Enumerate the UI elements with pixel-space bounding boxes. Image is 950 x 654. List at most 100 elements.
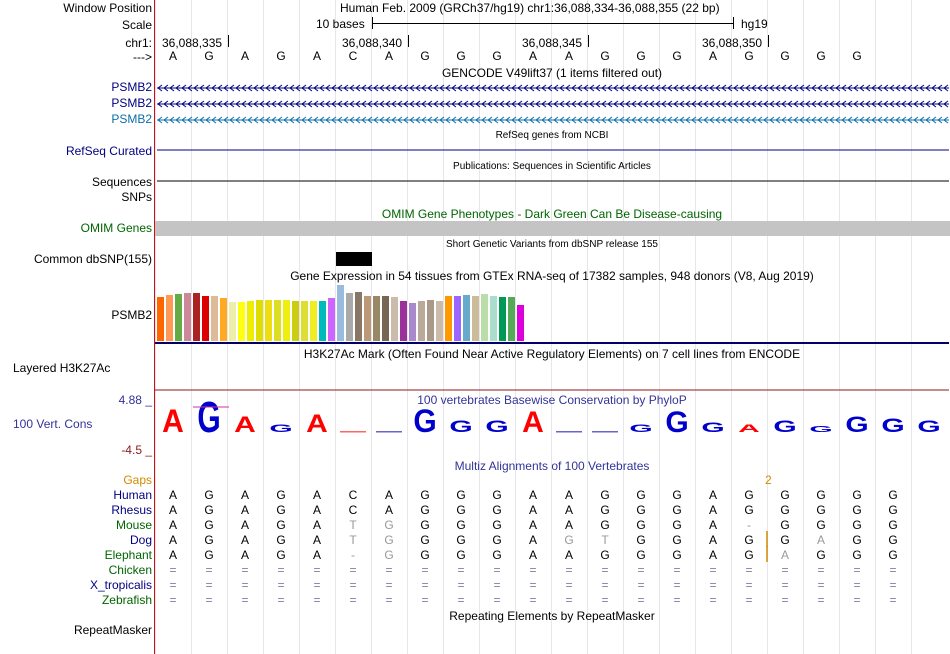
gene-strand-arrow [439,84,445,92]
gene-strand-arrow [667,116,673,124]
species-label[interactable]: Chicken [108,563,152,577]
gene-strand-arrow [325,84,331,92]
alignment-base: A [564,548,573,562]
gene-strand-arrow [619,116,625,124]
omim-label[interactable]: OMIM Genes [80,221,152,235]
conservation-letter: G [269,422,292,434]
gtex-tissue-bar [472,296,479,341]
gene-strand-arrow [541,100,547,108]
alignment-base: G [636,548,646,562]
alignment-base: = [205,563,213,577]
alignment-base: T [349,533,357,547]
species-label[interactable]: Elephant [104,548,152,562]
alignment-base: G [852,488,862,502]
publications-label[interactable]: Sequences [91,175,152,189]
gencode-label-2[interactable]: PSMB2 [111,96,152,110]
gene-strand-arrow [451,100,457,108]
gene-strand-arrow [937,100,943,108]
gene-strand-arrow [577,100,583,108]
gridline [839,0,840,654]
alignment-base: G [492,533,502,547]
conservation-letter: A [738,422,760,434]
gene-strand-arrow [409,116,415,124]
gtex-label[interactable]: PSMB2 [111,308,152,322]
alignment-base: A [240,503,249,517]
species-label[interactable]: Mouse [115,518,152,532]
alignment-base: = [241,578,249,592]
gene-strand-arrow [637,116,643,124]
gene-strand-arrow [715,84,721,92]
conservation-letter: G [845,412,868,437]
alignment-base: G [780,488,790,502]
gene-strand-arrow [241,116,247,124]
gene-strand-arrow [223,100,229,108]
dbsnp-label[interactable]: Common dbSNP(155) [33,252,152,266]
gene-strand-arrow [505,100,511,108]
gene-strand-arrow [205,84,211,92]
gene-strand-arrow [187,116,193,124]
base-letter: G [600,49,610,63]
gap-count: 2 [765,473,772,487]
species-label[interactable]: Human [113,488,152,502]
conservation-dash [556,431,582,433]
gtex-tissue-bar [364,296,371,341]
gene-strand-arrow [487,84,493,92]
gencode-label-1[interactable]: PSMB2 [111,80,152,94]
refseq-label[interactable]: RefSeq Curated [65,144,152,158]
gene-strand-arrow [385,116,391,124]
alignment-base: G [420,533,430,547]
gene-strand-arrow [607,100,613,108]
gene-strand-arrow [313,84,319,92]
scale-bar [372,23,734,24]
alignment-base: A [528,548,537,562]
alignment-base: = [889,593,897,607]
alignment-base: G [672,533,682,547]
scale-bar-right-tick [733,17,734,29]
base-letter: G [636,49,646,63]
gene-strand-arrow [229,116,235,124]
gene-strand-arrow [391,116,397,124]
gene-strand-arrow [385,100,391,108]
gene-strand-arrow [697,100,703,108]
alignment-base: = [349,563,357,577]
alignment-base: = [529,563,537,577]
repeatmasker-label[interactable]: RepeatMasker [73,623,152,637]
gene-strand-arrow [649,84,655,92]
alignment-base: = [493,578,501,592]
h3k27ac-label[interactable]: Layered H3K27Ac [13,361,111,375]
gene-strand-arrow [727,84,733,92]
alignment-base: A [816,533,825,547]
alignment-base: G [636,503,646,517]
alignment-base: A [168,533,177,547]
gene-strand-arrow [247,84,253,92]
species-label[interactable]: Zebrafish [101,593,152,607]
gene-strand-arrow [253,100,259,108]
gene-strand-arrow [715,100,721,108]
gene-strand-arrow [733,84,739,92]
coordinate-tick [228,35,229,47]
gene-strand-arrow [817,84,823,92]
gene-strand-arrow [415,100,421,108]
gene-strand-arrow [889,100,895,108]
conservation-letter: G [413,403,436,439]
gene-strand-arrow [439,100,445,108]
species-label[interactable]: Rhesus [111,503,152,517]
gene-strand-arrow [397,84,403,92]
alignment-base: A [312,548,321,562]
gene-strand-arrow [415,116,421,124]
gencode-label-3[interactable]: PSMB2 [111,112,152,126]
species-label[interactable]: Dog [129,533,152,547]
gene-strand-arrow [901,100,907,108]
gtex-tissue-bar [184,293,191,341]
gene-strand-arrow [643,84,649,92]
phylop-label[interactable]: 100 Vert. Cons [13,417,93,431]
gene-strand-arrow [295,100,301,108]
alignment-base: A [240,533,249,547]
gene-strand-arrow [379,116,385,124]
coordinate-tick [588,35,589,47]
species-label[interactable]: X_tropicalis [89,578,152,592]
alignment-base: = [853,593,861,607]
snps-label[interactable]: SNPs [121,190,152,204]
gene-strand-arrow [829,84,835,92]
